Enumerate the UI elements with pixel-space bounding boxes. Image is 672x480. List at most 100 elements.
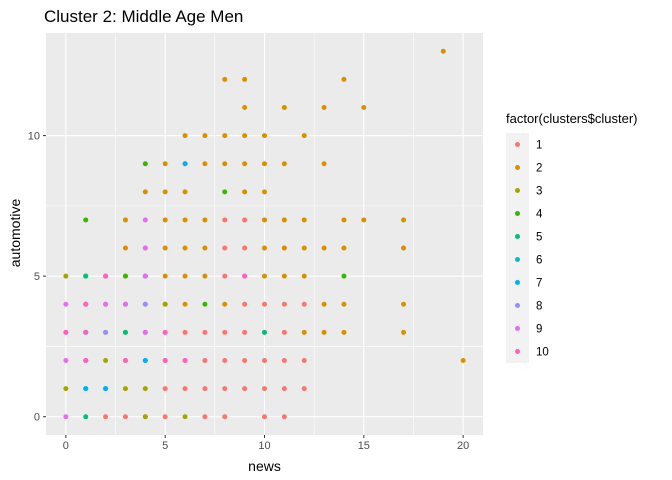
legend-label-7: 7 <box>536 278 542 290</box>
point-cluster-2 <box>301 245 307 251</box>
point-cluster-7 <box>142 358 148 364</box>
point-cluster-1 <box>281 414 287 420</box>
x-axis-title: news <box>248 458 281 474</box>
point-cluster-2 <box>401 245 407 251</box>
point-cluster-1 <box>281 301 287 307</box>
point-cluster-1 <box>222 329 228 335</box>
point-cluster-3 <box>162 301 168 307</box>
point-cluster-2 <box>262 217 267 223</box>
point-cluster-1 <box>281 329 287 335</box>
legend-key-2 <box>515 165 520 170</box>
point-cluster-2 <box>122 217 128 223</box>
point-cluster-3 <box>122 386 128 392</box>
point-cluster-8 <box>103 329 109 335</box>
point-cluster-2 <box>341 76 347 82</box>
point-cluster-2 <box>162 161 168 167</box>
point-cluster-1 <box>262 386 267 392</box>
point-cluster-9 <box>142 273 148 279</box>
point-cluster-1 <box>242 329 248 335</box>
legend-label-8: 8 <box>536 301 542 313</box>
point-cluster-1 <box>242 301 248 307</box>
point-cluster-9 <box>142 245 148 251</box>
point-cluster-2 <box>281 217 287 223</box>
point-cluster-3 <box>103 358 109 364</box>
point-cluster-1 <box>301 386 307 392</box>
point-cluster-10 <box>162 358 168 364</box>
axes: 0 5 10 15 20 0 5 10 <box>28 131 470 452</box>
point-cluster-1 <box>262 301 267 307</box>
point-cluster-2 <box>202 133 208 139</box>
point-cluster-1 <box>202 329 208 335</box>
point-cluster-7 <box>103 386 109 392</box>
point-cluster-2 <box>401 301 407 307</box>
point-cluster-2 <box>401 217 407 223</box>
point-cluster-1 <box>122 414 128 420</box>
point-cluster-2 <box>321 301 327 307</box>
point-cluster-1 <box>262 414 267 420</box>
point-cluster-4 <box>222 189 228 195</box>
point-cluster-2 <box>242 133 248 139</box>
point-cluster-1 <box>301 358 307 364</box>
point-cluster-10 <box>83 329 89 335</box>
point-cluster-1 <box>262 358 267 364</box>
legend-key-6 <box>515 257 520 262</box>
point-cluster-4 <box>202 301 208 307</box>
legend-key-1 <box>515 142 520 147</box>
point-cluster-4 <box>142 161 148 167</box>
point-cluster-9 <box>142 329 148 335</box>
point-cluster-1 <box>222 273 228 279</box>
point-cluster-9 <box>63 358 69 364</box>
point-cluster-2 <box>242 104 248 110</box>
chart-title: Cluster 2: Middle Age Men <box>44 7 243 26</box>
legend-label-1: 1 <box>536 140 542 152</box>
point-cluster-2 <box>202 217 208 223</box>
point-cluster-2 <box>202 273 208 279</box>
point-cluster-1 <box>202 414 208 420</box>
point-cluster-2 <box>182 133 188 139</box>
point-cluster-2 <box>281 245 287 251</box>
point-cluster-1 <box>281 358 287 364</box>
point-cluster-1 <box>242 386 248 392</box>
legend-title: factor(clusters$cluster) <box>506 111 637 126</box>
point-cluster-3 <box>142 414 148 420</box>
point-cluster-3 <box>142 386 148 392</box>
point-cluster-1 <box>182 386 188 392</box>
legend-label-3: 3 <box>536 186 542 198</box>
point-cluster-10 <box>63 329 69 335</box>
point-cluster-10 <box>162 329 168 335</box>
legend-label-6: 6 <box>536 255 542 267</box>
point-cluster-2 <box>361 217 367 223</box>
point-cluster-2 <box>162 245 168 251</box>
point-cluster-5 <box>83 414 89 420</box>
point-cluster-3 <box>63 273 69 279</box>
point-cluster-2 <box>321 245 327 251</box>
data-points <box>63 48 466 420</box>
point-cluster-2 <box>301 217 307 223</box>
point-cluster-3 <box>182 414 188 420</box>
point-cluster-1 <box>162 414 168 420</box>
point-cluster-4 <box>83 217 89 223</box>
point-cluster-4 <box>122 273 128 279</box>
point-cluster-1 <box>202 386 208 392</box>
point-cluster-2 <box>301 133 307 139</box>
x-tick-label: 20 <box>457 440 469 452</box>
point-cluster-1 <box>103 414 109 420</box>
point-cluster-1 <box>182 329 188 335</box>
point-cluster-1 <box>222 245 228 251</box>
point-cluster-2 <box>262 133 267 139</box>
point-cluster-2 <box>242 189 248 195</box>
point-cluster-2 <box>242 76 248 82</box>
point-cluster-10 <box>83 301 89 307</box>
point-cluster-9 <box>122 301 128 307</box>
point-cluster-5 <box>122 329 128 335</box>
point-cluster-2 <box>321 161 327 167</box>
point-cluster-2 <box>341 329 347 335</box>
point-cluster-1 <box>222 358 228 364</box>
point-cluster-5 <box>83 273 89 279</box>
point-cluster-1 <box>242 358 248 364</box>
point-cluster-2 <box>281 104 287 110</box>
point-cluster-2 <box>242 161 248 167</box>
point-cluster-2 <box>222 133 228 139</box>
point-cluster-1 <box>301 301 307 307</box>
legend-key-8 <box>515 303 520 308</box>
